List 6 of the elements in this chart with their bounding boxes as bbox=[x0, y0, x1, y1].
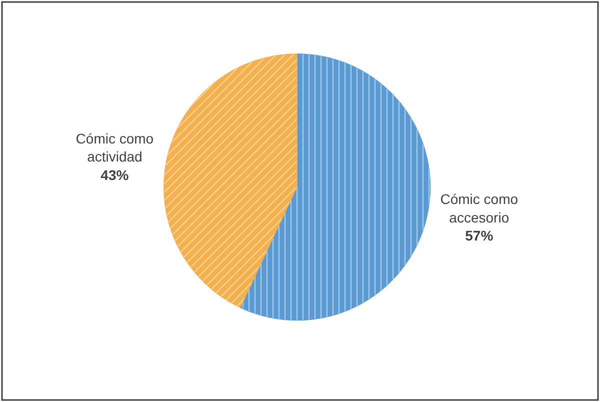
pie-slice bbox=[240, 53, 431, 320]
slice-label: Cómic como actividad bbox=[76, 130, 154, 165]
data-label: 57% bbox=[465, 228, 494, 244]
pie-slice bbox=[163, 53, 298, 308]
data-label: 43% bbox=[100, 166, 130, 183]
slice-label: Cómic como accesorio bbox=[440, 191, 518, 226]
